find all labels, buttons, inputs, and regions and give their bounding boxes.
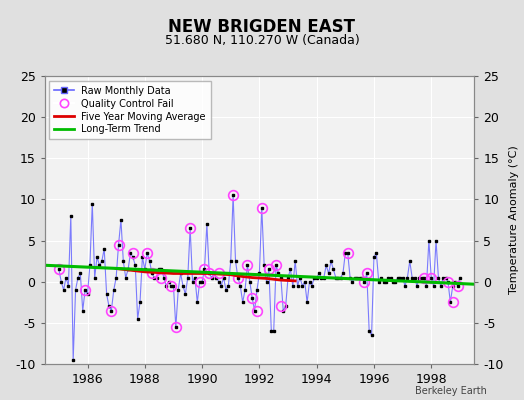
Text: 51.680 N, 110.270 W (Canada): 51.680 N, 110.270 W (Canada) <box>165 34 359 47</box>
Y-axis label: Temperature Anomaly (°C): Temperature Anomaly (°C) <box>509 146 519 294</box>
Text: Berkeley Earth: Berkeley Earth <box>416 386 487 396</box>
Text: NEW BRIGDEN EAST: NEW BRIGDEN EAST <box>169 18 355 36</box>
Legend: Raw Monthly Data, Quality Control Fail, Five Year Moving Average, Long-Term Tren: Raw Monthly Data, Quality Control Fail, … <box>49 81 211 139</box>
